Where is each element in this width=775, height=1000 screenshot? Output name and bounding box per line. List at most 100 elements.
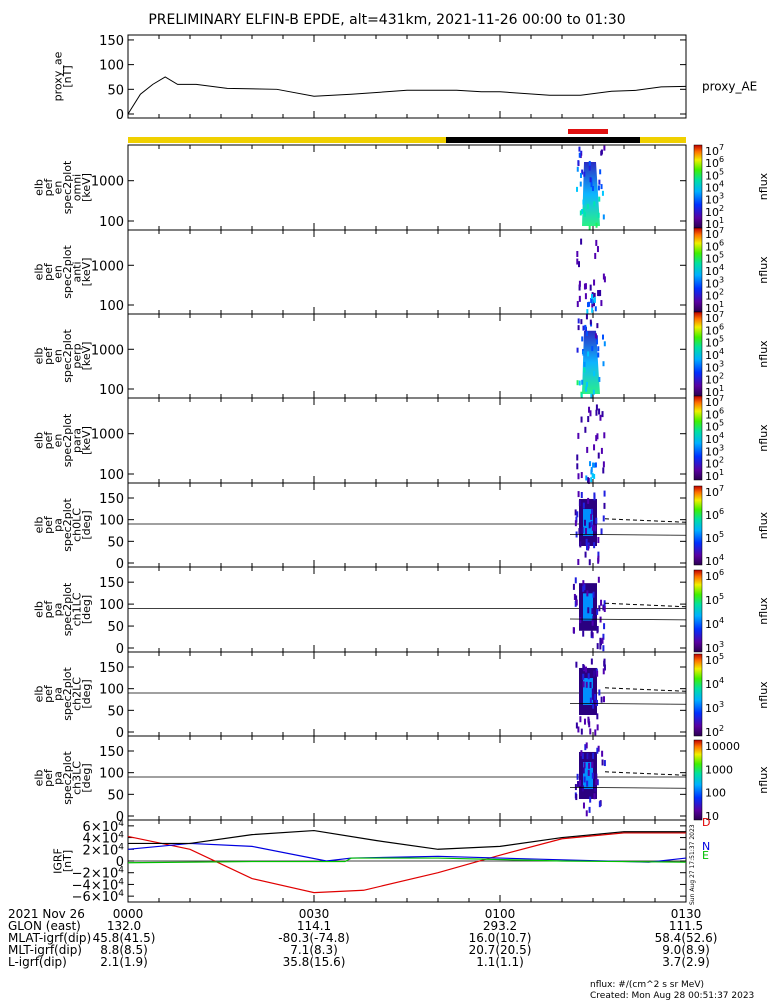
spectrogram-pixel <box>579 210 582 216</box>
spectrogram-pixel <box>603 623 606 630</box>
spectrogram-pixel <box>588 225 591 231</box>
spectrogram-pixel <box>581 336 584 342</box>
spectrogram-pixel <box>593 371 596 377</box>
y-axis-label: spec2plot <box>61 582 74 636</box>
colorbar-tick-label: 104 <box>705 553 724 568</box>
colorbar-label: nflux <box>757 424 770 452</box>
spectrogram-pixel <box>583 283 586 290</box>
spectrogram-pixel <box>591 508 594 515</box>
spectrogram-pixel <box>602 668 605 675</box>
spectrogram-pixel <box>600 639 603 646</box>
loss-cone-dashed-line <box>604 602 687 608</box>
spectrogram-pixel <box>581 209 584 215</box>
y-tick-label: 0 <box>116 810 124 825</box>
spectrogram-pixel <box>603 341 606 347</box>
spectrogram-pixel <box>603 606 606 613</box>
spectrogram-pixel <box>582 630 585 637</box>
spectrogram-pixel <box>593 473 596 479</box>
axis-row-label: L-igrf(dip) <box>8 955 67 969</box>
spectrogram-pixel <box>596 433 599 440</box>
spectrogram-pixel <box>574 509 577 516</box>
spectrogram-pixel <box>597 185 600 191</box>
spectrogram-pixel <box>582 325 585 331</box>
spectrogram-pixel <box>579 617 582 624</box>
spectrogram-pixel <box>593 542 596 549</box>
y-tick-label: 0 <box>116 726 124 741</box>
spectrogram-pixel <box>590 513 593 520</box>
y-tick-label: 100 <box>99 59 124 74</box>
spectrogram-pixel <box>594 333 597 339</box>
spectrogram-panel: elbpefenspec2plotomni[keV]10001001071061… <box>32 143 770 231</box>
y-tick-label: 100 <box>99 468 124 483</box>
spectrogram-pixel <box>582 585 585 592</box>
spectrogram-pixel <box>582 199 585 205</box>
spectrogram-pixel <box>601 190 604 196</box>
spectrogram-pixel <box>598 801 601 808</box>
spectrogram-pixel <box>584 293 587 300</box>
spectrogram-pixel <box>595 435 598 442</box>
spectrogram-pixel <box>600 528 603 535</box>
spectrogram-pixel <box>581 753 584 760</box>
y-axis-label: [keV] <box>80 173 93 202</box>
spectrogram-pixel <box>595 409 598 416</box>
spectrogram-pixel <box>596 643 599 650</box>
spectrogram-pixel <box>602 515 605 522</box>
y-axis-label: pef <box>42 684 55 703</box>
spectrogram-pixel <box>595 773 598 780</box>
colorbar <box>693 227 703 313</box>
spectrogram-pixel <box>591 472 594 478</box>
spectrogram-pixel <box>580 393 583 399</box>
y-axis-label: perp <box>70 343 83 368</box>
axis-row-value: 35.8(15.6) <box>283 955 346 969</box>
spectrogram-pixel <box>595 404 598 411</box>
time-tick-label: 0130 <box>671 907 702 921</box>
spectrogram-pixel <box>595 517 598 524</box>
spectrogram-pixel <box>594 693 597 700</box>
time-tick-label: 0000 <box>113 907 144 921</box>
spectrogram-pixel <box>585 742 588 749</box>
spectrogram-pixel <box>596 779 599 786</box>
igrf-series-D <box>127 832 686 894</box>
spectrogram-pixel <box>576 258 579 265</box>
spectrogram-pixel <box>603 696 606 703</box>
spectrogram-pixel <box>590 521 593 528</box>
spectrogram-pixel <box>588 806 591 813</box>
y-axis-label: [deg] <box>80 595 93 624</box>
spectrogram-pixel <box>589 681 592 688</box>
spectrogram-pixel <box>583 171 586 177</box>
spectrogram-pixel <box>593 444 596 451</box>
bar-segment-yellow <box>640 137 686 143</box>
y-tick-label: 100 <box>99 299 124 314</box>
spectrogram-pixel <box>591 608 594 615</box>
spectrogram-pixel <box>603 600 606 607</box>
spectrogram-pixel <box>593 292 596 299</box>
y-tick-label: 100 <box>99 767 124 782</box>
spectrogram-pixel <box>580 750 583 757</box>
loss-cone-dashed-line <box>604 518 687 523</box>
spectrogram-pixel <box>578 380 581 386</box>
spectrogram-pixel <box>572 583 575 590</box>
spectrogram-pixel <box>585 810 588 817</box>
y-tick-label: 0 <box>116 642 124 657</box>
axis-row-value: 3.7(2.9) <box>662 955 710 969</box>
spectrogram-pixel <box>584 551 587 558</box>
colorbar <box>693 395 703 481</box>
y-axis-label: en <box>51 265 64 279</box>
spectrogram-pixel <box>601 750 604 757</box>
spectrogram-pixel <box>594 252 597 259</box>
spectrogram-pixel <box>595 778 598 785</box>
spectrogram-pixel <box>577 318 580 324</box>
y-tick-label: 2×104 <box>83 842 125 858</box>
colorbar-label: nflux <box>757 511 770 539</box>
spectrogram-pixel <box>600 599 603 606</box>
spectrogram-pixel <box>590 297 593 303</box>
spectrogram-pixel <box>596 724 599 731</box>
spectrogram-pixel <box>575 722 578 729</box>
y-tick-label: 150 <box>99 34 124 49</box>
spectrogram-pixel <box>577 491 580 498</box>
axis-row-label: GLON (east) <box>8 919 81 933</box>
axis-row-value: -80.3(-74.8) <box>278 931 349 945</box>
spectrogram-pixel <box>597 346 600 352</box>
y-axis-label: ch3LC <box>70 761 83 795</box>
